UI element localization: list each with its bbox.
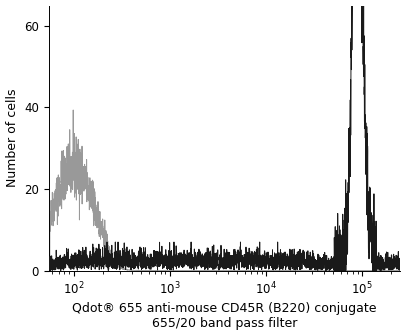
Y-axis label: Number of cells: Number of cells [6,89,19,187]
X-axis label: Qdot® 655 anti-mouse CD45R (B220) conjugate
655/20 band pass filter: Qdot® 655 anti-mouse CD45R (B220) conjug… [72,302,376,330]
